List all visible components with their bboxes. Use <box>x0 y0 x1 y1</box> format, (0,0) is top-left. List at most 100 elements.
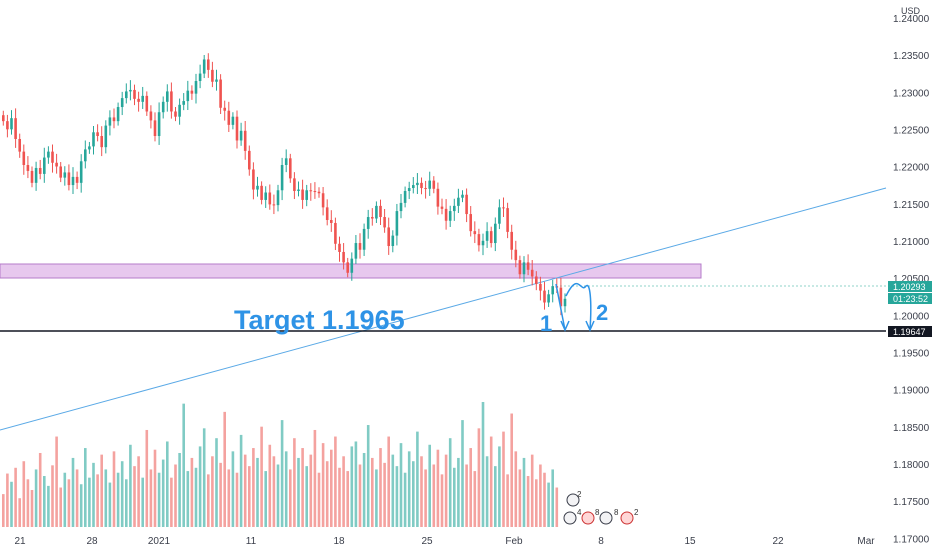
projection-path[interactable] <box>555 282 595 332</box>
candle-body <box>473 231 477 235</box>
candle-body <box>407 188 411 192</box>
candle-body <box>289 158 292 179</box>
volume-bar <box>67 479 71 527</box>
candle-body <box>391 235 395 247</box>
volume-bar <box>63 472 67 527</box>
candle-body <box>510 231 513 250</box>
price-axis-panel[interactable] <box>885 0 932 550</box>
candle-body <box>202 59 206 74</box>
candle-body <box>116 107 120 122</box>
candle-body <box>489 231 493 244</box>
candle-body <box>252 169 255 190</box>
candle-body <box>535 276 538 284</box>
volume-bar <box>141 477 144 527</box>
volume-bar <box>444 454 448 527</box>
volume-bar <box>412 461 415 527</box>
volume-bar <box>47 485 50 527</box>
event-count: 8 <box>614 508 619 517</box>
candle-body <box>55 162 58 167</box>
candle-body <box>264 192 267 200</box>
event-icon[interactable] <box>599 511 613 525</box>
volume-bar <box>342 456 345 527</box>
volume-bar <box>170 477 173 527</box>
candle-body <box>358 243 362 250</box>
volume-bar <box>71 457 75 527</box>
y-tick-label: 1.18000 <box>893 460 930 471</box>
candle-body <box>432 180 436 189</box>
volume-bar <box>235 472 239 527</box>
event-count: 2 <box>634 508 639 517</box>
volume-bar <box>399 443 403 527</box>
volume-bar <box>239 434 243 527</box>
candle-body <box>334 222 337 244</box>
volume-bar <box>551 469 554 527</box>
candle-body <box>526 262 530 270</box>
volume-bar <box>157 472 161 527</box>
volume-bar <box>526 476 530 527</box>
y-tick-label: 1.19000 <box>893 386 930 397</box>
candle-body <box>338 243 341 252</box>
candle-body <box>461 194 464 198</box>
volume-bar <box>219 462 222 527</box>
y-tick-label: 1.18500 <box>893 423 930 434</box>
volume-bar <box>321 443 325 527</box>
candle-body <box>485 231 489 241</box>
candle-body <box>79 161 83 183</box>
event-flag-icon[interactable] <box>620 511 634 525</box>
candle-body <box>256 185 259 190</box>
candle-body <box>231 116 235 125</box>
candle-body <box>297 189 300 192</box>
candle-body <box>84 149 87 162</box>
y-tick-label: 1.23500 <box>893 51 930 62</box>
volume-bar <box>145 429 149 527</box>
candle-body <box>444 208 448 221</box>
volume-bar <box>293 438 296 527</box>
trendline[interactable] <box>0 187 887 431</box>
candle-body <box>539 283 542 291</box>
candle-body <box>559 287 563 307</box>
volume-bar <box>186 471 190 527</box>
volume-bar <box>535 479 538 527</box>
volume-bar <box>194 467 198 527</box>
volume-bar <box>260 426 263 527</box>
current-price-value: 1.20293 <box>893 282 926 292</box>
candle-body <box>522 262 526 275</box>
candle-body <box>108 117 112 126</box>
volume-bar <box>481 402 485 527</box>
volume-bar <box>92 462 95 527</box>
x-tick-label: Feb <box>505 536 523 547</box>
volume-bar <box>18 498 21 527</box>
x-tick-label: 2021 <box>148 536 171 547</box>
candle-body <box>227 110 231 125</box>
economic-events[interactable]: 2 4 8 8 2 <box>563 490 639 525</box>
volume-bar <box>354 441 358 527</box>
candle-body <box>137 98 140 102</box>
event-icon[interactable] <box>566 493 580 507</box>
candle-body <box>436 188 440 207</box>
volume-bar <box>276 464 280 527</box>
x-tick-label: 21 <box>14 536 26 547</box>
event-flag-icon[interactable] <box>581 511 595 525</box>
candle-body <box>153 120 157 137</box>
candles <box>2 53 567 316</box>
candle-body <box>161 101 165 113</box>
volume-bar <box>6 473 9 527</box>
event-icon[interactable] <box>563 511 577 525</box>
volume-bar <box>38 452 42 527</box>
candle-body <box>207 59 210 70</box>
volume-bar <box>403 472 407 527</box>
candle-body <box>547 294 550 303</box>
volume-bar <box>51 465 54 527</box>
y-tick-label: 1.24000 <box>893 14 930 25</box>
volume-bar <box>198 446 202 527</box>
volume-bar <box>59 487 62 527</box>
volume-bar <box>297 457 300 527</box>
candle-body <box>412 185 415 189</box>
candle-body <box>399 202 403 212</box>
volume-bar <box>2 494 5 527</box>
volume-bar <box>350 446 354 527</box>
candle-body <box>330 220 333 223</box>
candle-body <box>14 118 17 139</box>
candle-body <box>317 191 321 194</box>
